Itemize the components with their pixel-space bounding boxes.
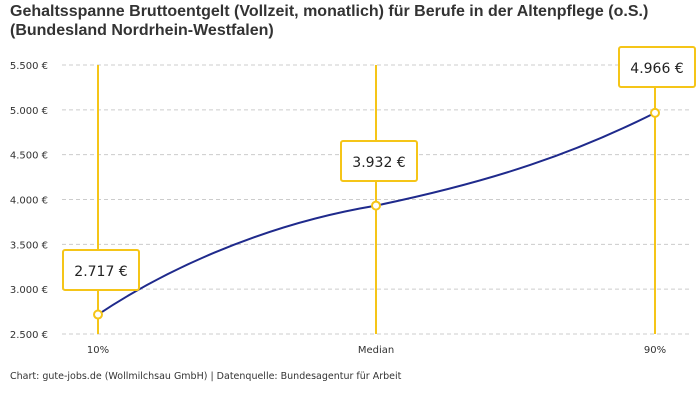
- y-tick-label: 5.500 €: [10, 61, 48, 72]
- data-label: 2.717 €: [74, 264, 127, 280]
- data-label: 3.932 €: [352, 155, 405, 171]
- data-label-box: [62, 249, 140, 291]
- x-tick-label: 10%: [87, 345, 109, 356]
- y-tick-label: 3.000 €: [10, 285, 48, 296]
- x-tick-label: Median: [358, 345, 394, 356]
- footer-source: Chart: gute-jobs.de (Wollmilchsau GmbH) …: [10, 371, 402, 382]
- y-tick-label: 3.500 €: [10, 240, 48, 251]
- y-tick-label: 5.000 €: [10, 106, 48, 117]
- data-label: 4.966 €: [630, 61, 683, 77]
- y-tick-label: 4.500 €: [10, 151, 48, 162]
- y-tick-label: 4.000 €: [10, 196, 48, 207]
- subtitle: (Bundesland Nordrhein-Westfalen): [10, 22, 274, 39]
- data-point: [371, 200, 381, 211]
- data-label-box: [340, 140, 418, 182]
- data-point: [93, 309, 103, 320]
- data-point: [650, 107, 660, 118]
- data-label-box: [618, 46, 696, 88]
- y-tick-label: 2.500 €: [10, 330, 48, 341]
- chart-title: Gehaltsspanne Bruttoentgelt (Vollzeit, m…: [10, 2, 648, 40]
- title: Gehaltsspanne Bruttoentgelt (Vollzeit, m…: [10, 3, 649, 20]
- x-tick-label: 90%: [644, 345, 666, 356]
